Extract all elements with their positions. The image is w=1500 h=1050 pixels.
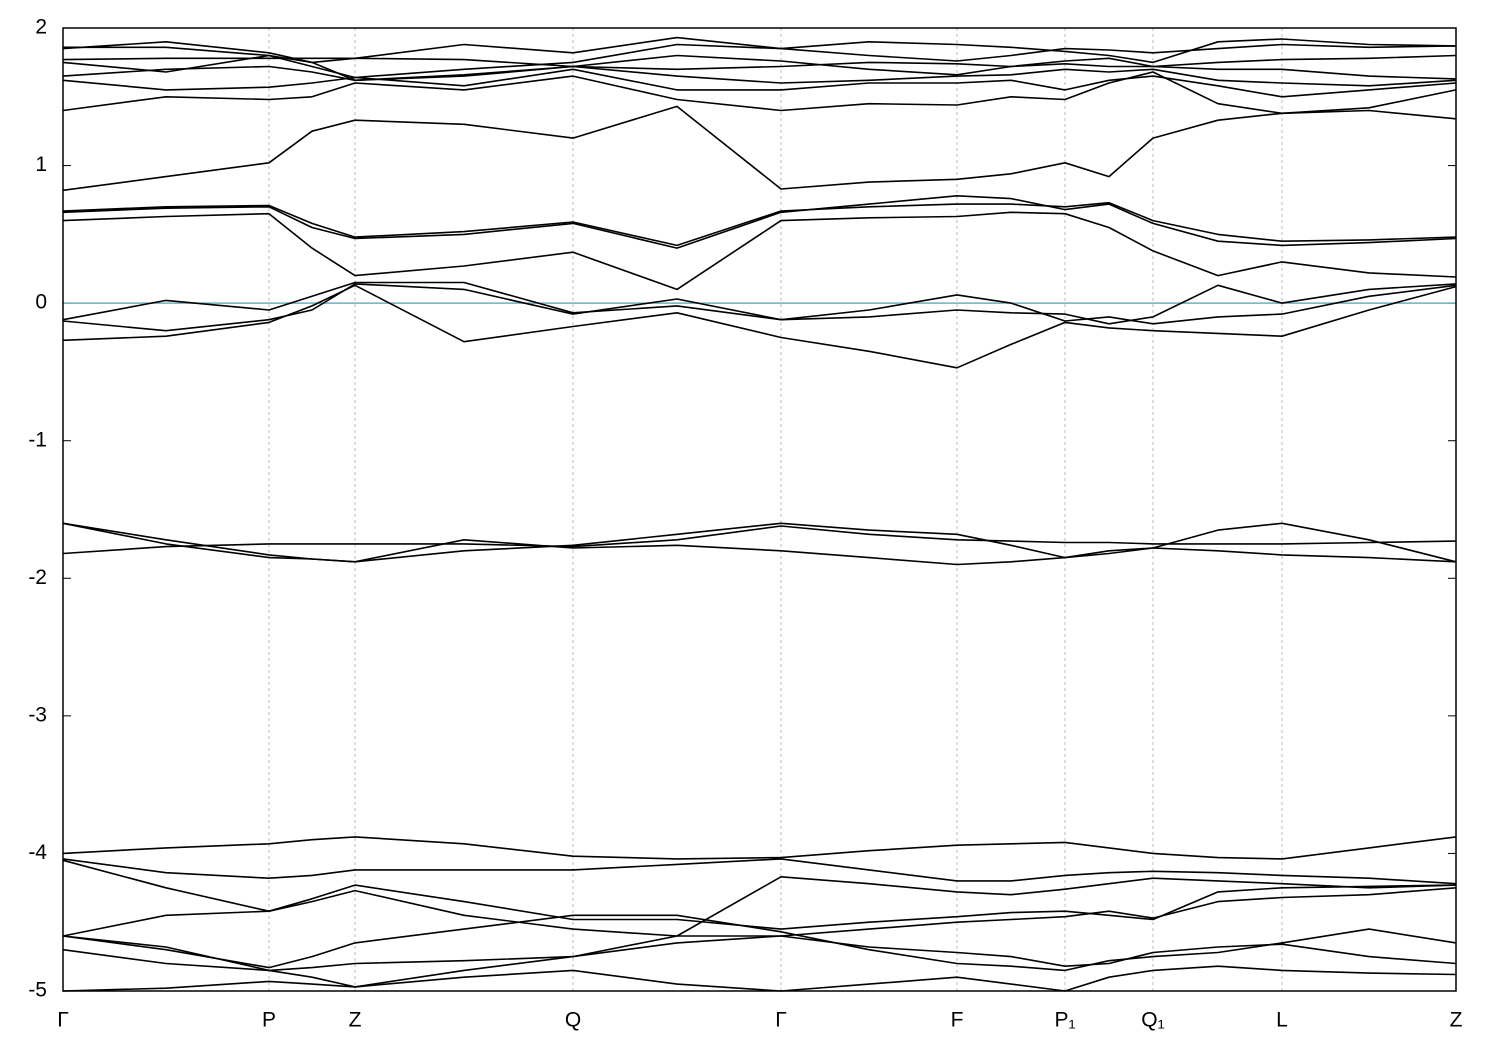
band-line	[62, 836, 1457, 860]
band-line	[62, 858, 1457, 885]
band-line	[62, 201, 1457, 247]
band-line	[62, 965, 1457, 992]
x-tick-label: Z	[1450, 1009, 1463, 1032]
x-tick-label: P₁	[1054, 1009, 1075, 1032]
plot-frame	[62, 27, 1457, 992]
x-tick-label: Q₁	[1141, 1009, 1164, 1032]
band-line	[62, 284, 1457, 369]
band-line	[62, 935, 1457, 972]
band-line	[62, 283, 1457, 332]
band-line	[62, 65, 1457, 87]
y-tick-label: -4	[28, 841, 47, 864]
x-tick-label: Z	[349, 1009, 362, 1032]
band-line	[62, 195, 1457, 249]
band-line	[62, 522, 1457, 566]
x-tick-label: L	[1276, 1009, 1288, 1032]
band-line	[62, 54, 1457, 76]
y-tick-label: 0	[35, 291, 47, 314]
y-tick-label: -3	[28, 703, 47, 726]
band-line	[62, 281, 1457, 325]
y-tick-label: -2	[28, 566, 47, 589]
band-line	[62, 876, 1457, 988]
band-line	[62, 211, 1457, 291]
band-line	[62, 887, 1457, 937]
band-line	[62, 71, 1457, 115]
band-line	[62, 68, 1457, 98]
band-line	[62, 525, 1457, 555]
y-tick-label: 2	[35, 16, 47, 39]
band-line	[62, 914, 1457, 972]
y-tick-label: 1	[35, 153, 47, 176]
band-line	[62, 859, 1457, 930]
band-line	[62, 36, 1457, 64]
x-tick-label: Q	[565, 1009, 581, 1032]
y-tick-label: -5	[28, 979, 47, 1002]
band-line	[62, 105, 1457, 192]
y-tick-label: -1	[28, 428, 47, 451]
band-line	[63, 43, 1457, 79]
x-tick-label: F	[951, 1009, 964, 1032]
x-tick-label: P	[262, 1009, 276, 1032]
x-tick-label: Γ	[57, 1009, 69, 1032]
x-tick-label: Γ	[775, 1009, 787, 1032]
